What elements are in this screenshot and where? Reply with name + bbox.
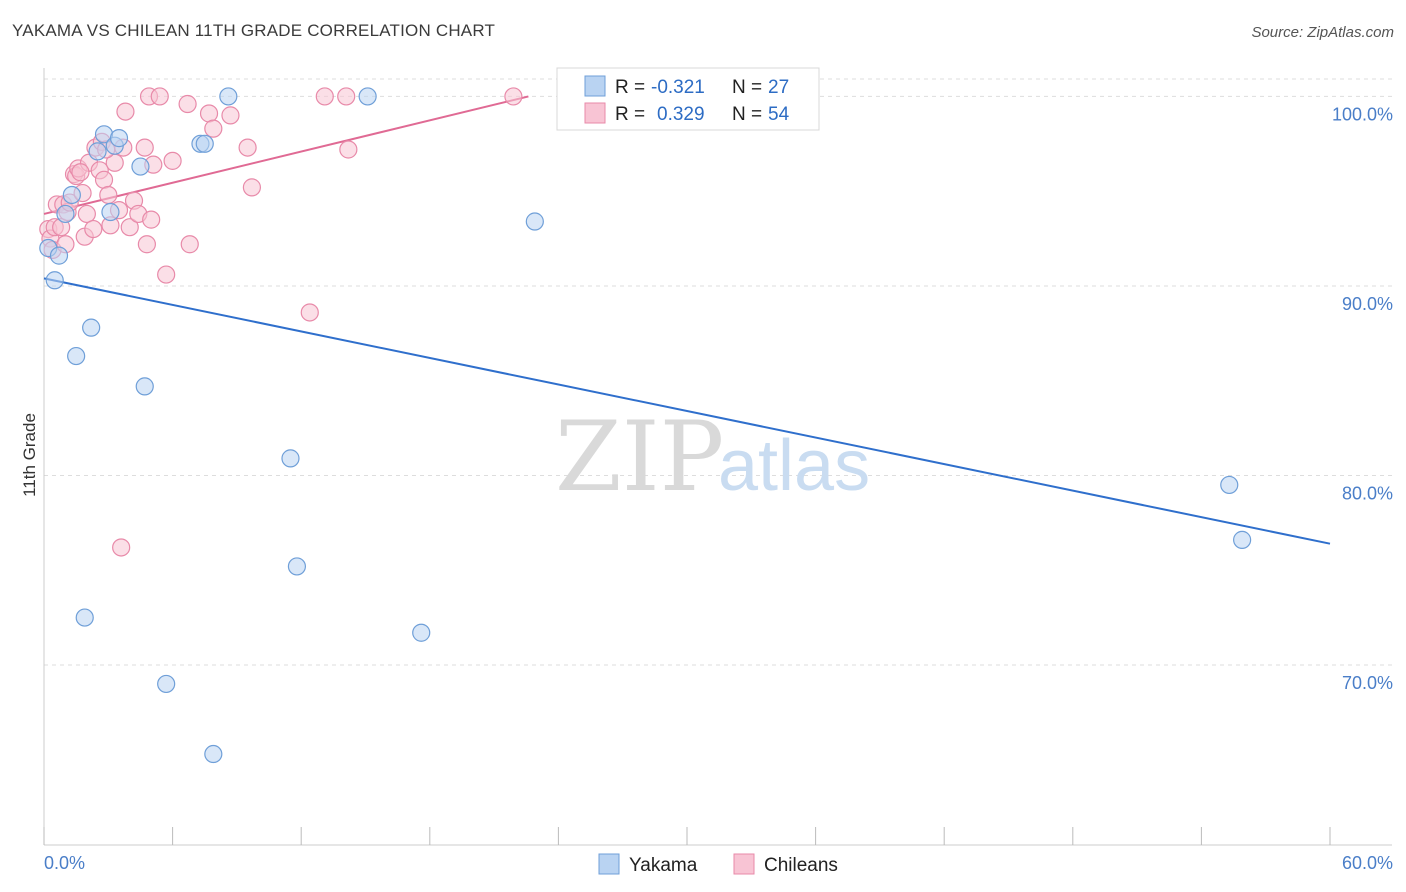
y-axis-label: 11th Grade <box>20 413 39 497</box>
data-point-yakama <box>195 134 214 153</box>
data-point-yakama <box>358 87 377 106</box>
data-point-chileans <box>120 218 139 237</box>
y-tick-labels: 70.0% 80.0% 90.0% 100.0% <box>1332 104 1393 693</box>
data-point-yakama <box>101 202 120 222</box>
legend-yakama-r-value: -0.321 <box>651 77 705 98</box>
legend-yakama-swatch <box>584 75 606 97</box>
data-point-chileans <box>242 178 262 197</box>
data-point-yakama <box>67 346 86 366</box>
legend-box: R = -0.321 N = 27 R = 0.329 N = 54 <box>556 67 820 131</box>
data-point-chileans <box>238 138 257 157</box>
bottom-legend-yakama-label: Yakama <box>629 855 698 876</box>
data-point-yakama <box>82 318 101 337</box>
data-point-yakama <box>525 212 544 231</box>
data-point-yakama <box>56 204 75 224</box>
data-point-chileans <box>84 219 103 239</box>
data-point-yakama <box>412 623 431 642</box>
data-point-yakama <box>109 129 129 148</box>
data-point-chileans <box>300 303 319 322</box>
data-point-chileans <box>337 87 356 106</box>
bottom-legend-yakama-swatch <box>598 853 620 875</box>
x-tick-label-min: 0.0% <box>44 853 85 873</box>
data-point-chileans <box>94 170 114 189</box>
watermark-zip: ZIP <box>555 401 724 513</box>
data-point-chileans <box>315 87 334 106</box>
legend-chilean-n-label: N = <box>732 104 762 125</box>
legend-chilean-swatch <box>584 102 606 124</box>
data-point-yakama <box>1233 530 1252 549</box>
data-point-chileans <box>163 151 182 170</box>
bottom-legend-chilean-label: Chileans <box>764 855 838 876</box>
grid-lines <box>44 78 1392 666</box>
x-tick-label-max: 60.0% <box>1342 853 1393 873</box>
bottom-legend-chilean-swatch <box>733 853 755 875</box>
data-point-chileans <box>221 106 240 125</box>
axes <box>43 68 1392 846</box>
data-point-yakama <box>75 608 94 627</box>
data-point-yakama <box>49 246 69 265</box>
data-point-chileans <box>339 140 358 159</box>
data-point-chileans <box>150 87 169 106</box>
legend-chilean-r-value: 0.329 <box>657 104 705 125</box>
data-point-yakama <box>219 87 238 106</box>
trend-line-chileans <box>43 95 529 215</box>
trend-lines <box>43 95 1331 545</box>
legend-chilean-r-label: R = <box>615 104 645 125</box>
data-point-yakama <box>1220 475 1239 495</box>
bottom-legend: Yakama Chileans <box>598 853 838 876</box>
data-point-chileans <box>137 235 156 254</box>
data-point-chileans <box>116 102 135 121</box>
data-point-chileans <box>77 204 96 224</box>
data-point-yakama <box>45 271 64 290</box>
legend-yakama-n-value: 27 <box>768 77 789 98</box>
data-point-yakama <box>281 449 300 468</box>
trend-line-yakama <box>43 277 1331 545</box>
data-point-chileans <box>199 104 219 123</box>
watermark-atlas: atlas <box>718 426 870 506</box>
data-points <box>39 87 1252 764</box>
x-tick-labels: 0.0% 60.0% <box>44 853 1393 873</box>
y-tick-label: 100.0% <box>1332 104 1393 124</box>
data-point-chileans <box>504 87 523 106</box>
source-label: Source: ZipAtlas.com <box>1251 24 1394 41</box>
data-point-yakama <box>287 557 307 576</box>
legend-yakama-n-label: N = <box>732 77 762 98</box>
data-point-yakama <box>88 142 107 161</box>
data-point-yakama <box>62 185 81 205</box>
chart-title: YAKAMA VS CHILEAN 11TH GRADE CORRELATION… <box>12 21 496 40</box>
data-point-chileans <box>180 235 199 254</box>
data-point-yakama <box>204 744 223 764</box>
data-point-chileans <box>204 119 223 138</box>
data-point-chileans <box>112 538 131 557</box>
data-point-chileans <box>99 185 118 205</box>
data-point-chileans <box>142 210 161 229</box>
y-tick-label: 70.0% <box>1342 673 1393 693</box>
data-point-chileans <box>135 138 154 157</box>
data-point-yakama <box>135 377 154 396</box>
y-tick-label: 80.0% <box>1342 483 1393 503</box>
data-point-chileans <box>178 94 197 114</box>
data-point-chileans <box>71 163 90 182</box>
data-point-yakama <box>131 157 150 176</box>
y-tick-label: 90.0% <box>1342 294 1393 314</box>
legend-yakama-r-label: R = <box>615 77 645 98</box>
data-point-yakama <box>157 674 176 694</box>
data-point-chileans <box>157 265 176 284</box>
legend-chilean-n-value: 54 <box>768 104 790 125</box>
